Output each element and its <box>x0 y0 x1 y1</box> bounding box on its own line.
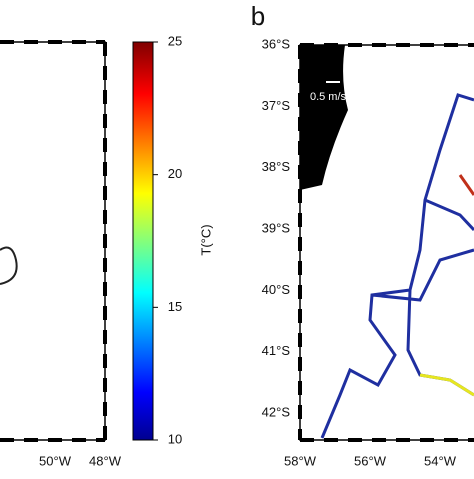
y-tick-label: 39°S <box>262 220 291 235</box>
right-map <box>298 43 474 442</box>
x-tick-label: 50°W <box>39 453 72 468</box>
panel-label: b <box>251 1 265 31</box>
x-tick-label: 54°W <box>424 453 457 468</box>
colorbar <box>132 41 154 441</box>
colorbar-tick-label: 15 <box>168 299 182 314</box>
left-map <box>0 40 107 442</box>
y-tick-label: 38°S <box>262 159 291 174</box>
x-tick-label: 58°W <box>284 453 317 468</box>
y-tick-label: 40°S <box>262 282 291 297</box>
y-tick-label: 36°S <box>262 36 291 51</box>
y-tick-label: 42°S <box>262 404 291 419</box>
y-tick-label: 37°S <box>262 98 291 113</box>
colorbar-tick-label: 20 <box>168 166 182 181</box>
colorbar-tick-label: 10 <box>168 431 182 446</box>
x-tick-label: 48°W <box>89 453 122 468</box>
colorbar-label: T(°C) <box>198 224 213 255</box>
y-tick-label: 41°S <box>262 343 291 358</box>
colorbar-tick-label: 25 <box>168 33 182 48</box>
scale-label: 0.5 m/s <box>310 91 347 103</box>
x-tick-label: 56°W <box>354 453 387 468</box>
